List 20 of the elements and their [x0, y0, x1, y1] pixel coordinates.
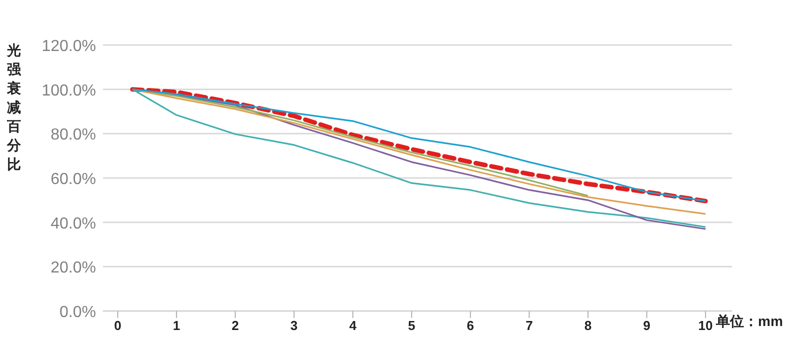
- x-tick-label: 8: [584, 318, 592, 333]
- x-tick-label: 0: [114, 318, 122, 333]
- x-tick-label: 5: [408, 318, 416, 333]
- y-axis-title: 光强衰减百分比: [6, 42, 22, 172]
- x-tick-label: 3: [290, 318, 298, 333]
- y-tick-label: 100.0%: [42, 82, 96, 100]
- y-tick-label: 80.0%: [50, 126, 96, 144]
- x-tick-label: 6: [466, 318, 474, 333]
- y-tick-label: 0.0%: [60, 304, 96, 321]
- x-tick-label: 4: [349, 318, 358, 333]
- y-tick-label: 60.0%: [50, 171, 96, 188]
- x-tick-label: 2: [232, 318, 239, 333]
- x-tick-label: 10: [698, 318, 713, 333]
- x-tick-label: 9: [643, 318, 650, 333]
- x-tick-label: 1: [172, 318, 180, 333]
- x-axis-title: 单位：mm: [715, 313, 783, 329]
- y-tick-label: 120.0%: [42, 38, 96, 55]
- y-tick-label: 20.0%: [50, 260, 96, 277]
- y-tick-label: 40.0%: [50, 215, 96, 232]
- x-tick-label: 7: [526, 318, 533, 333]
